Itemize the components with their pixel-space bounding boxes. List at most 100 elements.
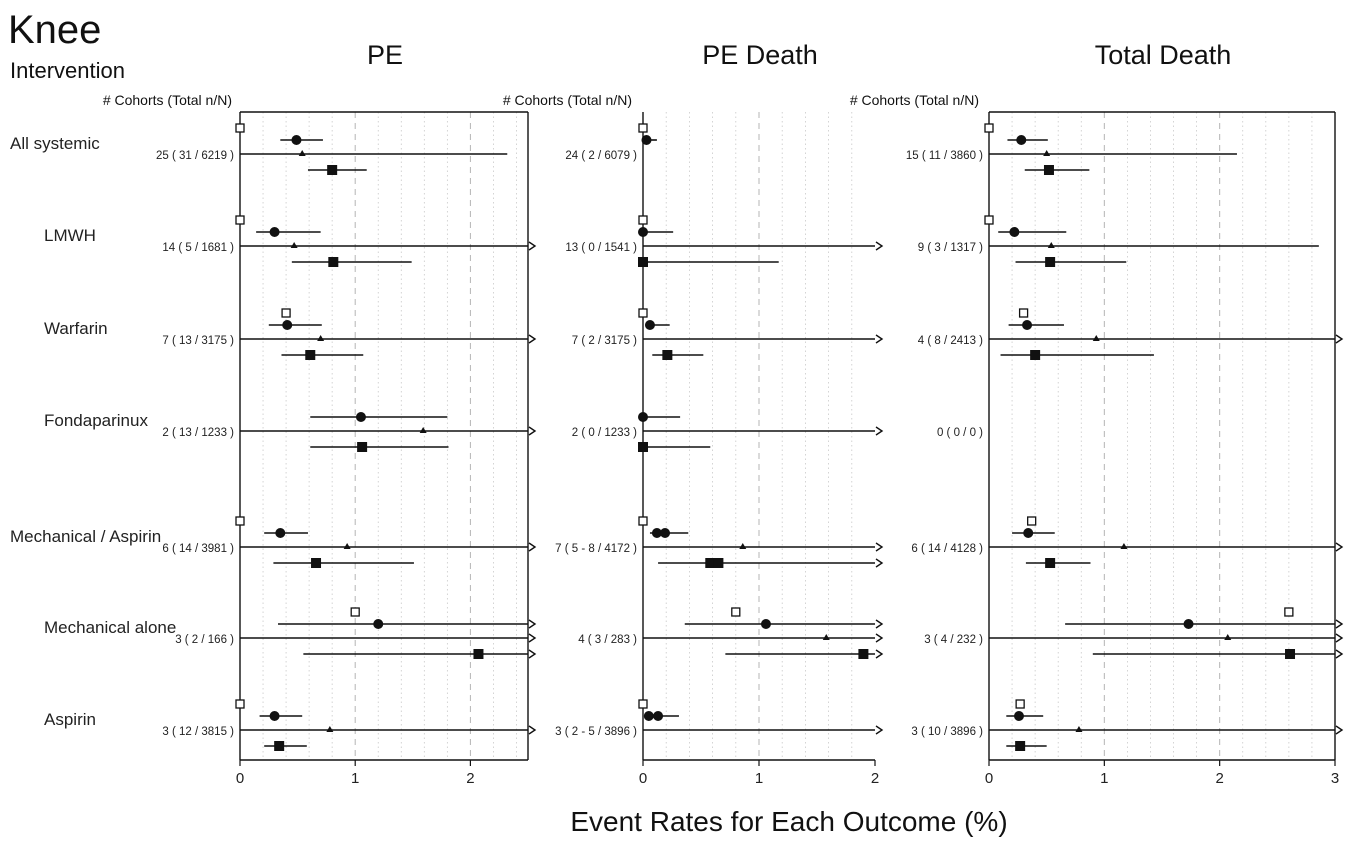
pe-mechanical-aspirin-cohort-count: 6 ( 14 / 3981 ) (162, 543, 234, 555)
pe-death-aspirin-circle-point-2 (653, 711, 664, 721)
pe-death-aspirin-cohort-count: 3 ( 2 - 5 / 3896 ) (555, 726, 637, 738)
pe-aspirin-triangle-point (326, 726, 334, 732)
pe-aspirin-observed-rate-marker (235, 699, 245, 709)
pe-death-lmwh-circle-point (638, 227, 648, 237)
row-label-aspirin: Aspirin (44, 710, 96, 729)
row-label-mechanical-alone: Mechanical alone (44, 618, 176, 637)
pe-death-mechanical-aspirin-observed-rate-marker (638, 516, 648, 526)
total-death-all-systemic-circle-point (1016, 135, 1027, 145)
total-death-lmwh-circle-point (1009, 227, 1020, 237)
total-death-x-tick-label: 2 (1215, 770, 1223, 787)
panel-title-total-death: Total Death (1094, 40, 1232, 70)
total-death-all-systemic-cohort-count: 15 ( 11 / 3860 ) (906, 150, 983, 162)
total-death-warfarin-square-point (1030, 350, 1041, 360)
x-axis-label: Event Rates for Each Outcome (%) (570, 806, 1008, 837)
pe-warfarin-circle-point (282, 320, 293, 330)
pe-mechanical-alone-observed-rate-marker (350, 607, 360, 617)
total-death-aspirin-triangle-arrow (1335, 725, 1344, 735)
pe-fondaparinux-circle-point (355, 412, 366, 422)
pe-mechanical-alone-circle-arrow (528, 619, 537, 629)
pe-all-systemic-circle-point (291, 135, 302, 145)
pe-death-aspirin-circle-point (643, 711, 654, 721)
pe-all-systemic-cohort-count: 25 ( 31 / 6219 ) (156, 150, 234, 162)
total-death-mechanical-aspirin-triangle-point (1120, 543, 1128, 549)
row-label-all-systemic: All systemic (10, 134, 100, 153)
pe-lmwh-triangle-arrow (528, 241, 537, 251)
total-death-warfarin-cohort-count: 4 ( 8 / 2413 ) (918, 335, 983, 347)
cohort-header-pe-death: # Cohorts (Total n/N) (502, 92, 632, 108)
total-death-aspirin-square-point (1015, 741, 1026, 751)
pe-death-mechanical-alone-triangle-arrow (875, 633, 884, 643)
pe-death-mechanical-alone-observed-rate-marker (731, 607, 741, 617)
pe-death-lmwh-triangle-arrow (875, 241, 884, 251)
pe-death-fondaparinux-square-point (638, 442, 648, 452)
total-death-warfarin-triangle-point (1092, 335, 1100, 341)
pe-death-mechanical-aspirin-circle-point-2 (660, 528, 671, 538)
pe-death-fondaparinux-cohort-count: 2 ( 0 / 1233 ) (572, 427, 637, 439)
total-death-aspirin-circle-point (1013, 711, 1024, 721)
pe-aspirin-triangle-arrow (528, 725, 537, 735)
total-death-mechanical-aspirin-circle-point (1023, 528, 1034, 538)
pe-warfarin-triangle-arrow (528, 334, 537, 344)
pe-death-aspirin-triangle-arrow (875, 725, 884, 735)
total-death-aspirin-triangle-point (1075, 726, 1083, 732)
pe-aspirin-cohort-count: 3 ( 12 / 3815 ) (162, 726, 234, 738)
pe-aspirin-square-point (274, 741, 285, 751)
total-death-mechanical-alone-observed-rate-marker (1284, 607, 1294, 617)
pe-death-mechanical-aspirin-circle-point (651, 528, 662, 538)
pe-lmwh-circle-point (269, 227, 280, 237)
pe-all-systemic-square-point (327, 165, 338, 175)
total-death-aspirin-observed-rate-marker (1015, 699, 1025, 709)
pe-death-mechanical-alone-circle-point (760, 619, 771, 629)
pe-mechanical-aspirin-triangle-arrow (528, 542, 537, 552)
pe-death-x-tick-label: 2 (871, 770, 879, 787)
total-death-all-systemic-square-point (1043, 165, 1054, 175)
pe-mechanical-aspirin-observed-rate-marker (235, 516, 245, 526)
figure-subtitle: Intervention (10, 58, 125, 83)
pe-death-aspirin-observed-rate-marker (638, 699, 648, 709)
total-death-mechanical-alone-square-arrow (1335, 649, 1344, 659)
pe-mechanical-aspirin-circle-point (275, 528, 286, 538)
row-label-mechanical-aspirin: Mechanical / Aspirin (10, 527, 161, 546)
pe-warfarin-square-point (305, 350, 316, 360)
pe-fondaparinux-triangle-arrow (528, 426, 537, 436)
total-death-fondaparinux-cohort-count: 0 ( 0 / 0 ) (937, 427, 983, 439)
pe-death-warfarin-triangle-arrow (875, 334, 884, 344)
pe-mechanical-alone-cohort-count: 3 ( 2 / 166 ) (175, 634, 234, 646)
pe-warfarin-cohort-count: 7 ( 13 / 3175 ) (162, 335, 234, 347)
row-label-lmwh: LMWH (44, 226, 96, 245)
total-death-mechanical-aspirin-square-point (1045, 558, 1056, 568)
cohort-header-total-death: # Cohorts (Total n/N) (849, 92, 979, 108)
pe-death-x-tick-label: 1 (755, 770, 763, 787)
pe-aspirin-circle-point (269, 711, 280, 721)
pe-death-mechanical-aspirin-triangle-point (739, 543, 747, 549)
pe-mechanical-aspirin-triangle-point (343, 543, 351, 549)
total-death-lmwh-square-point (1045, 257, 1056, 267)
pe-fondaparinux-square-point (357, 442, 368, 452)
total-death-mechanical-aspirin-observed-rate-marker (1027, 516, 1037, 526)
pe-death-mechanical-alone-square-point (858, 649, 869, 659)
total-death-all-systemic-observed-rate-marker (984, 123, 994, 133)
panel-title-pe-death: PE Death (702, 40, 818, 70)
pe-fondaparinux-cohort-count: 2 ( 13 / 1233 ) (162, 427, 234, 439)
pe-death-fondaparinux-circle-point (638, 412, 648, 422)
total-death-mechanical-alone-circle-arrow (1335, 619, 1344, 629)
pe-warfarin-observed-rate-marker (281, 308, 291, 318)
pe-mechanical-alone-circle-point (373, 619, 384, 629)
pe-warfarin-triangle-point (317, 335, 325, 341)
pe-x-tick-label: 2 (466, 770, 474, 787)
pe-death-mechanical-aspirin-square-point-2 (713, 558, 724, 568)
total-death-all-systemic-triangle-point (1043, 150, 1051, 156)
pe-mechanical-alone-square-arrow (528, 649, 537, 659)
total-death-mechanical-aspirin-triangle-arrow (1335, 542, 1344, 552)
pe-mechanical-aspirin-square-point (311, 558, 322, 568)
pe-all-systemic-triangle-point (298, 150, 306, 156)
pe-death-warfarin-square-point (662, 350, 673, 360)
pe-death-x-tick-label: 0 (639, 770, 647, 787)
pe-death-mechanical-alone-square-arrow (875, 649, 884, 659)
pe-death-mechanical-aspirin-triangle-arrow (875, 542, 884, 552)
pe-x-tick-label: 0 (236, 770, 244, 787)
pe-lmwh-cohort-count: 14 ( 5 / 1681 ) (162, 242, 234, 254)
total-death-aspirin-cohort-count: 3 ( 10 / 3896 ) (911, 726, 983, 738)
